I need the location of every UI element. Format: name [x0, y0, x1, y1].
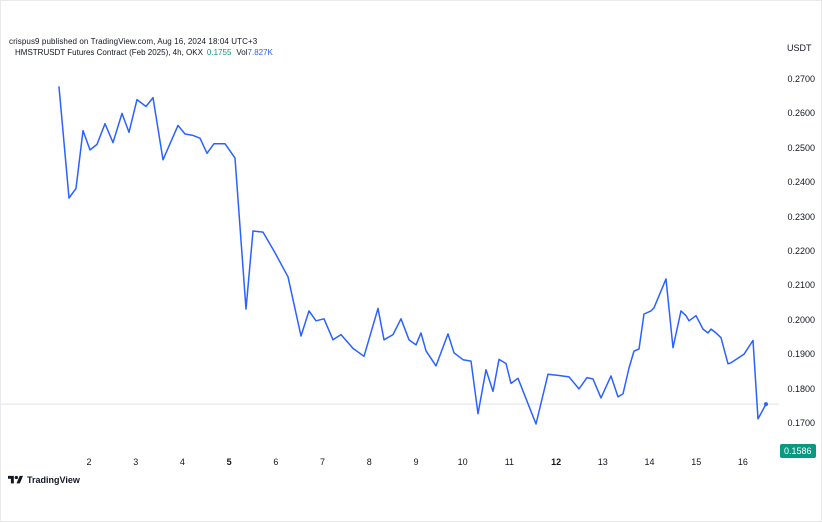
symbol-price-value: 0.1755: [206, 48, 232, 57]
attribution-text: crispus9 published on TradingView.com, A…: [9, 37, 258, 46]
price-axis-label: 0.1700: [787, 418, 815, 428]
tradingview-logo-icon: [8, 474, 23, 486]
symbol-legend: HMSTRUSDT Futures Contract (Feb 2025), 4…: [15, 48, 273, 57]
time-axis-label: 2: [86, 457, 92, 467]
price-axis-label: 0.2700: [787, 74, 815, 84]
time-axis-label: 12: [551, 457, 562, 467]
volume-value: 7.827K: [247, 48, 273, 57]
time-axis-label: 6: [273, 457, 279, 467]
price-axis-label: 0.2600: [787, 108, 815, 119]
price-line-series: [58, 86, 767, 425]
symbol-title: HMSTRUSDT Futures Contract (Feb 2025), 4…: [15, 48, 203, 57]
last-price-badge: 0.1586: [780, 444, 816, 458]
currency-label: USDT: [787, 43, 812, 53]
tradingview-logo[interactable]: TradingView: [8, 474, 80, 486]
time-axis-label: 4: [179, 457, 185, 467]
price-axis-label: 0.1800: [787, 383, 815, 394]
time-axis-label: 8: [366, 457, 372, 467]
price-axis-label: 0.2500: [787, 142, 815, 153]
time-axis-label: 15: [691, 457, 702, 467]
time-axis-label: 16: [737, 457, 748, 467]
time-axis-label: 9: [413, 457, 419, 467]
time-axis-label: 11: [504, 457, 515, 467]
volume-label: Vol: [236, 48, 248, 57]
price-axis-label: 0.2100: [787, 280, 815, 291]
price-axis-label: 0.2000: [787, 314, 815, 325]
price-axis-label: 0.1900: [787, 349, 815, 360]
price-axis-label: 0.2200: [787, 246, 815, 256]
time-axis-label: 13: [597, 457, 608, 467]
time-axis-label: 14: [644, 457, 655, 467]
time-axis[interactable]: [1, 453, 779, 471]
time-axis-label: 7: [320, 457, 326, 467]
time-axis-label: 10: [457, 457, 468, 467]
time-axis-label: 5: [226, 457, 232, 467]
time-axis-label: 3: [133, 457, 139, 467]
price-axis-label: 0.2300: [787, 211, 815, 222]
tradingview-logo-text: TradingView: [27, 475, 80, 485]
price-axis-label: 0.2400: [787, 177, 815, 188]
series-end-dot: [764, 402, 768, 407]
